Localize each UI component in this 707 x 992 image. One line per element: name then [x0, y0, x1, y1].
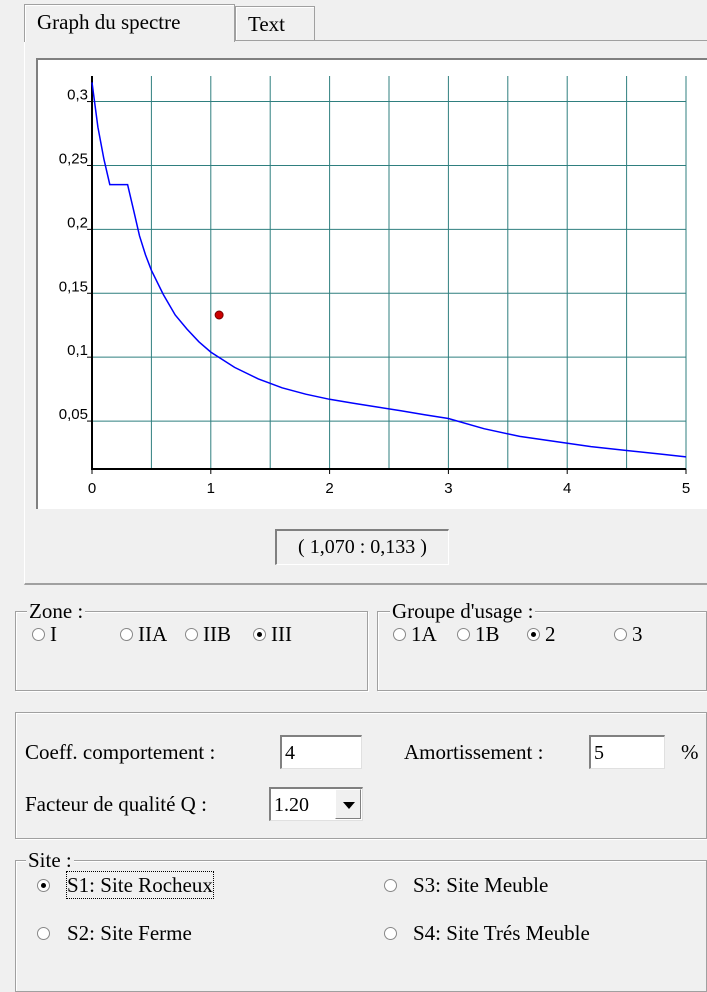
amortissement-label: Amortissement :	[404, 740, 544, 764]
cursor-marker	[214, 310, 224, 320]
groupe-radio-3[interactable]	[614, 628, 627, 641]
spectrum-chart-svg: 0 1 2 3 4 5 0,05 0,1 0,15 0,2 0,25 0,3	[59, 76, 690, 497]
zone-label-iii: III	[271, 622, 292, 646]
groupe-label-1b: 1B	[475, 622, 500, 646]
site-label-s3: S3: Site Meuble	[413, 873, 549, 897]
coeff-comportement-input[interactable]: 4	[280, 735, 362, 769]
chevron-down-icon[interactable]	[335, 789, 361, 819]
amortissement-unit: %	[681, 740, 699, 764]
spectrum-chart[interactable]: 0 1 2 3 4 5 0,05 0,1 0,15 0,2 0,25 0,3	[36, 58, 707, 509]
facteur-qualite-value: 1.20	[274, 794, 309, 816]
y-tick-label: 0,1	[67, 342, 88, 359]
groupe-radio-2[interactable]	[527, 628, 540, 641]
tab-panel	[24, 40, 707, 585]
y-tick-label: 0,2	[67, 214, 88, 231]
groupe-radio-1b[interactable]	[457, 628, 470, 641]
tab-text[interactable]: Text	[235, 6, 315, 40]
groupe-radio-1a[interactable]	[393, 628, 406, 641]
zone-label-iia: IIA	[138, 622, 168, 646]
zone-radio-iii[interactable]	[253, 628, 266, 641]
facteur-qualite-label: Facteur de qualité Q :	[25, 792, 207, 816]
y-tick-label: 0,25	[59, 150, 88, 167]
coordinate-readout: ( 1,070 : 0,133 )	[275, 529, 449, 565]
tab-graph-du-spectre[interactable]: Graph du spectre	[24, 4, 235, 42]
y-tick-label: 0,15	[59, 278, 88, 295]
x-tick-label: 4	[563, 480, 571, 497]
spectrum-curve	[91, 82, 687, 458]
amortissement-input[interactable]: 5	[589, 735, 665, 769]
groupe-usage-title: Groupe d'usage :	[390, 599, 536, 623]
groupe-label-3: 3	[632, 622, 643, 646]
x-tick-label: 2	[325, 480, 333, 497]
site-label-s1: S1: Site Rocheux	[66, 871, 214, 899]
coeff-comportement-label: Coeff. comportement :	[25, 740, 216, 764]
y-tick-label: 0,3	[67, 87, 88, 104]
x-tick-label: 5	[682, 480, 690, 497]
y-tick-label: 0,05	[59, 406, 88, 423]
zone-group	[15, 611, 368, 691]
x-tick-label: 3	[444, 480, 452, 497]
zone-radio-i[interactable]	[32, 628, 45, 641]
site-group-title: Site :	[26, 848, 74, 872]
zone-group-title: Zone :	[27, 599, 86, 623]
x-tick-label: 0	[88, 480, 96, 497]
site-radio-s1[interactable]	[37, 879, 50, 892]
site-radio-s3[interactable]	[384, 879, 397, 892]
zone-radio-iib[interactable]	[185, 628, 198, 641]
x-tick-label: 1	[207, 480, 215, 497]
zone-label-i: I	[50, 622, 57, 646]
site-label-s4: S4: Site Trés Meuble	[413, 921, 590, 945]
site-radio-s4[interactable]	[384, 927, 397, 940]
site-label-s2: S2: Site Ferme	[67, 921, 192, 945]
zone-radio-iia[interactable]	[120, 628, 133, 641]
groupe-label-1a: 1A	[411, 622, 437, 646]
groupe-label-2: 2	[545, 622, 556, 646]
zone-label-iib: IIB	[203, 622, 231, 646]
site-radio-s2[interactable]	[37, 927, 50, 940]
